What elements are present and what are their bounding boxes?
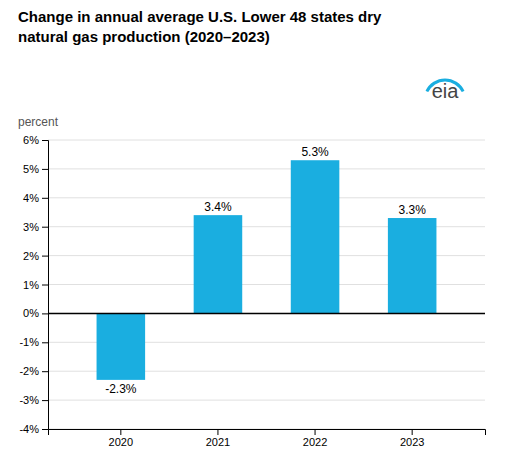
- tick-mark: [42, 313, 48, 314]
- tick-label: 0%: [23, 307, 39, 319]
- tick-label: 2021: [206, 436, 230, 448]
- tick-label: -4%: [19, 423, 39, 435]
- bar: [97, 313, 146, 379]
- tick-label: 2023: [400, 436, 424, 448]
- tick: 6%: [23, 134, 48, 146]
- data-label: -2.3%: [105, 382, 137, 396]
- tick-mark: [42, 198, 48, 199]
- tick: -2%: [19, 365, 48, 377]
- grid-line: [48, 168, 485, 169]
- grid-line: [48, 313, 485, 314]
- bar: [291, 160, 340, 313]
- axis-line: [49, 430, 486, 436]
- y-axis: -4% -3% -2% -1% 0% 1% 2% 3% 4% 5% 6%: [19, 134, 48, 435]
- title-line: natural gas production (2020–2023): [18, 28, 270, 45]
- axis-line: [42, 141, 49, 430]
- tick-label: 2%: [23, 250, 39, 262]
- title-line: Change in annual average U.S. Lower 48 s…: [18, 8, 382, 25]
- tick-label: 5%: [23, 163, 39, 175]
- tick: 2021: [206, 429, 230, 448]
- tick-label: -1%: [19, 336, 39, 348]
- bar: [388, 218, 437, 313]
- tick-mark: [42, 140, 48, 141]
- tick: 4%: [23, 192, 48, 204]
- tick-label: 3%: [23, 221, 39, 233]
- data-label: 3.3%: [398, 203, 426, 217]
- tick: -4%: [19, 423, 48, 435]
- tick-label: 2020: [109, 436, 133, 448]
- tick: 5%: [23, 163, 48, 175]
- tick: 0%: [23, 307, 48, 319]
- tick-mark: [42, 169, 48, 170]
- tick: -1%: [19, 336, 48, 348]
- tick: 2023: [400, 429, 424, 448]
- tick-label: 2022: [303, 436, 327, 448]
- tick-mark: [412, 429, 413, 435]
- tick: 2022: [303, 429, 327, 448]
- tick-mark: [120, 429, 121, 435]
- tick-label: -3%: [19, 394, 39, 406]
- tick-mark: [42, 227, 48, 228]
- grid: [48, 140, 485, 429]
- tick: 1%: [23, 279, 48, 291]
- grid-line: [48, 140, 485, 141]
- tick-mark: [42, 285, 48, 286]
- grid-line: [48, 400, 485, 401]
- plot: -4%-3%-2%-1%0%1%2%3%4%5%6%20202021202220…: [19, 134, 485, 448]
- annotation: eia: [432, 80, 460, 102]
- x-axis: 2020 2021 2022 2023: [49, 429, 486, 448]
- tick: 2%: [23, 250, 48, 262]
- tick-mark: [42, 400, 48, 401]
- tick-label: 1%: [23, 279, 39, 291]
- tick: 2020: [109, 429, 133, 448]
- y-axis-label: percent: [18, 115, 59, 129]
- bars: [97, 160, 437, 380]
- chart: Change in annual average U.S. Lower 48 s…: [0, 0, 505, 459]
- data-labels: -2.3% 3.4% 5.3% 3.3%: [105, 145, 426, 396]
- tick-label: 4%: [23, 192, 39, 204]
- tick-label: -2%: [19, 365, 39, 377]
- tick-mark: [217, 429, 218, 435]
- tick-mark: [315, 429, 316, 435]
- data-label: 5.3%: [301, 145, 329, 159]
- tick-mark: [42, 429, 48, 430]
- tick: 3%: [23, 221, 48, 233]
- tick-mark: [42, 256, 48, 257]
- data-label: 3.4%: [204, 200, 232, 214]
- tick-mark: [42, 342, 48, 343]
- tick: -3%: [19, 394, 48, 406]
- zero-line: [48, 313, 485, 315]
- tick-mark: [42, 371, 48, 372]
- bar: [194, 215, 243, 313]
- grid-line: [48, 197, 485, 198]
- tick-label: 6%: [23, 134, 39, 146]
- title: Change in annual average U.S. Lower 48 s…: [18, 8, 382, 45]
